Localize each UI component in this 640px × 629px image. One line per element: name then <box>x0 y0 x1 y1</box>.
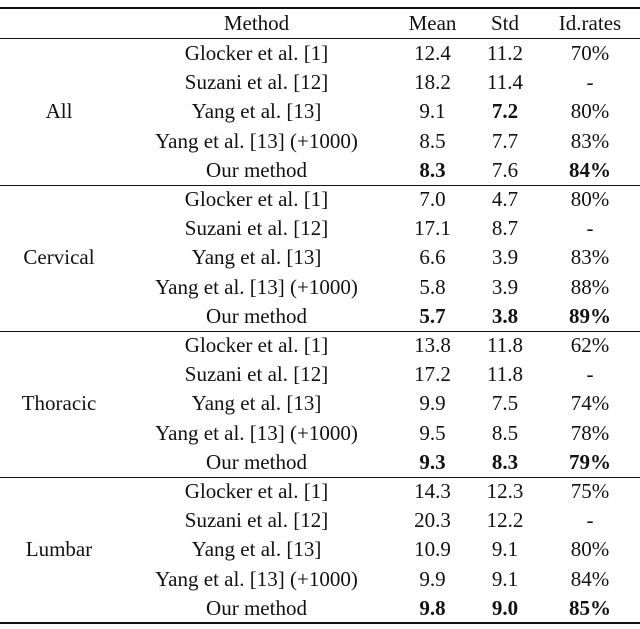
table-cell: 7.5 <box>491 391 519 416</box>
table-cell: 9.8 <box>419 595 446 620</box>
table-cell: 12.4 <box>414 41 451 65</box>
table-cell: Yang et al. [13] <box>191 245 322 270</box>
group-label: Cervical <box>23 245 95 270</box>
table-cell: 5.8 <box>419 274 446 299</box>
table-cell: 3.9 <box>491 245 519 270</box>
table-cell: 11.8 <box>487 333 523 357</box>
table-cell: Suzani et al. [12] <box>184 70 329 95</box>
rule <box>0 477 640 478</box>
group-label: Lumbar <box>25 537 93 562</box>
header-cell: Id.rates <box>558 11 622 35</box>
table-cell: - <box>586 362 594 387</box>
header-cell: Std <box>490 11 519 35</box>
table-cell: 5.7 <box>419 303 446 328</box>
table-cell: Glocker et al. [1] <box>184 187 329 211</box>
table-cell: Our method <box>206 157 307 182</box>
table-cell: Our method <box>206 303 307 328</box>
table-cell: 3.9 <box>491 274 519 299</box>
rule <box>0 7 640 9</box>
table-cell: 62% <box>570 333 610 357</box>
table-cell: Yang et al. [13] <box>191 391 322 416</box>
table-cell: 85% <box>569 595 611 620</box>
table-cell: Suzani et al. [12] <box>184 508 329 533</box>
table-cell: Glocker et al. [1] <box>184 333 329 357</box>
table-cell: - <box>586 70 594 95</box>
table-cell: 12.2 <box>486 508 524 533</box>
table-cell: 75% <box>570 479 610 503</box>
rule <box>0 185 640 186</box>
table-cell: 20.3 <box>414 508 451 533</box>
table-cell: 8.5 <box>419 128 446 153</box>
table-cell: 11.8 <box>487 362 523 387</box>
table-cell: 13.8 <box>414 333 451 357</box>
table-cell: 8.5 <box>491 420 519 445</box>
table-cell: 84% <box>569 157 611 182</box>
table-cell: 17.1 <box>414 216 451 241</box>
table-cell: 70% <box>570 41 610 65</box>
table-cell: 80% <box>570 187 610 211</box>
table-cell: Yang et al. [13] (+1000) <box>155 420 358 445</box>
table-cell: 79% <box>569 449 611 474</box>
table-cell: 9.1 <box>491 566 519 591</box>
table-cell: 6.6 <box>419 245 446 270</box>
table-cell: Our method <box>206 595 307 620</box>
table-cell: 9.3 <box>419 449 446 474</box>
table-cell: 8.3 <box>491 449 519 474</box>
table-cell: 83% <box>570 128 610 153</box>
table-cell: 4.7 <box>491 187 519 211</box>
table-cell: 7.6 <box>491 157 519 182</box>
rule <box>0 622 640 624</box>
table-cell: 78% <box>570 420 610 445</box>
table-cell: 11.2 <box>487 41 523 65</box>
table-cell: 9.5 <box>419 420 446 445</box>
group-label: Thoracic <box>21 391 97 416</box>
table-cell: 9.0 <box>491 595 519 620</box>
table-cell: Yang et al. [13] (+1000) <box>155 128 358 153</box>
table-cell: 9.9 <box>419 391 446 416</box>
table-cell: 89% <box>569 303 611 328</box>
table-cell: Yang et al. [13] <box>191 537 322 562</box>
table-cell: 7.0 <box>419 187 446 211</box>
table-cell: Glocker et al. [1] <box>184 41 329 65</box>
table-cell: 8.7 <box>491 216 519 241</box>
table-cell: 7.2 <box>491 99 519 124</box>
table-cell: Glocker et al. [1] <box>184 479 329 503</box>
table-cell: Yang et al. [13] (+1000) <box>155 566 358 591</box>
table-cell: 10.9 <box>414 537 451 562</box>
table-cell: 84% <box>570 566 610 591</box>
table-cell: 83% <box>570 245 610 270</box>
rule <box>0 38 640 39</box>
table-cell: - <box>586 508 594 533</box>
table-cell: 14.3 <box>414 479 451 503</box>
table-cell: Suzani et al. [12] <box>184 216 329 241</box>
table-cell: 18.2 <box>414 70 451 95</box>
table-cell: Suzani et al. [12] <box>184 362 329 387</box>
table-cell: 9.9 <box>419 566 446 591</box>
table-cell: 11.4 <box>487 70 523 95</box>
table-cell: Yang et al. [13] (+1000) <box>155 274 358 299</box>
table-cell: 9.1 <box>419 99 446 124</box>
table-cell: 88% <box>570 274 610 299</box>
header-cell: Method <box>223 11 290 35</box>
table-cell: 80% <box>570 537 610 562</box>
table-cell: 12.3 <box>486 479 524 503</box>
table-cell: 7.7 <box>491 128 519 153</box>
group-label: All <box>45 99 73 124</box>
header-cell: Mean <box>408 11 457 35</box>
table-cell: 3.8 <box>491 303 519 328</box>
table-cell: Our method <box>206 449 307 474</box>
table-cell: 9.1 <box>491 537 519 562</box>
table-cell: 74% <box>570 391 610 416</box>
table-cell: 80% <box>570 99 610 124</box>
table-cell: Yang et al. [13] <box>191 99 322 124</box>
rule <box>0 331 640 332</box>
table-cell: - <box>586 216 594 241</box>
table-cell: 8.3 <box>419 157 446 182</box>
table-cell: 17.2 <box>414 362 451 387</box>
